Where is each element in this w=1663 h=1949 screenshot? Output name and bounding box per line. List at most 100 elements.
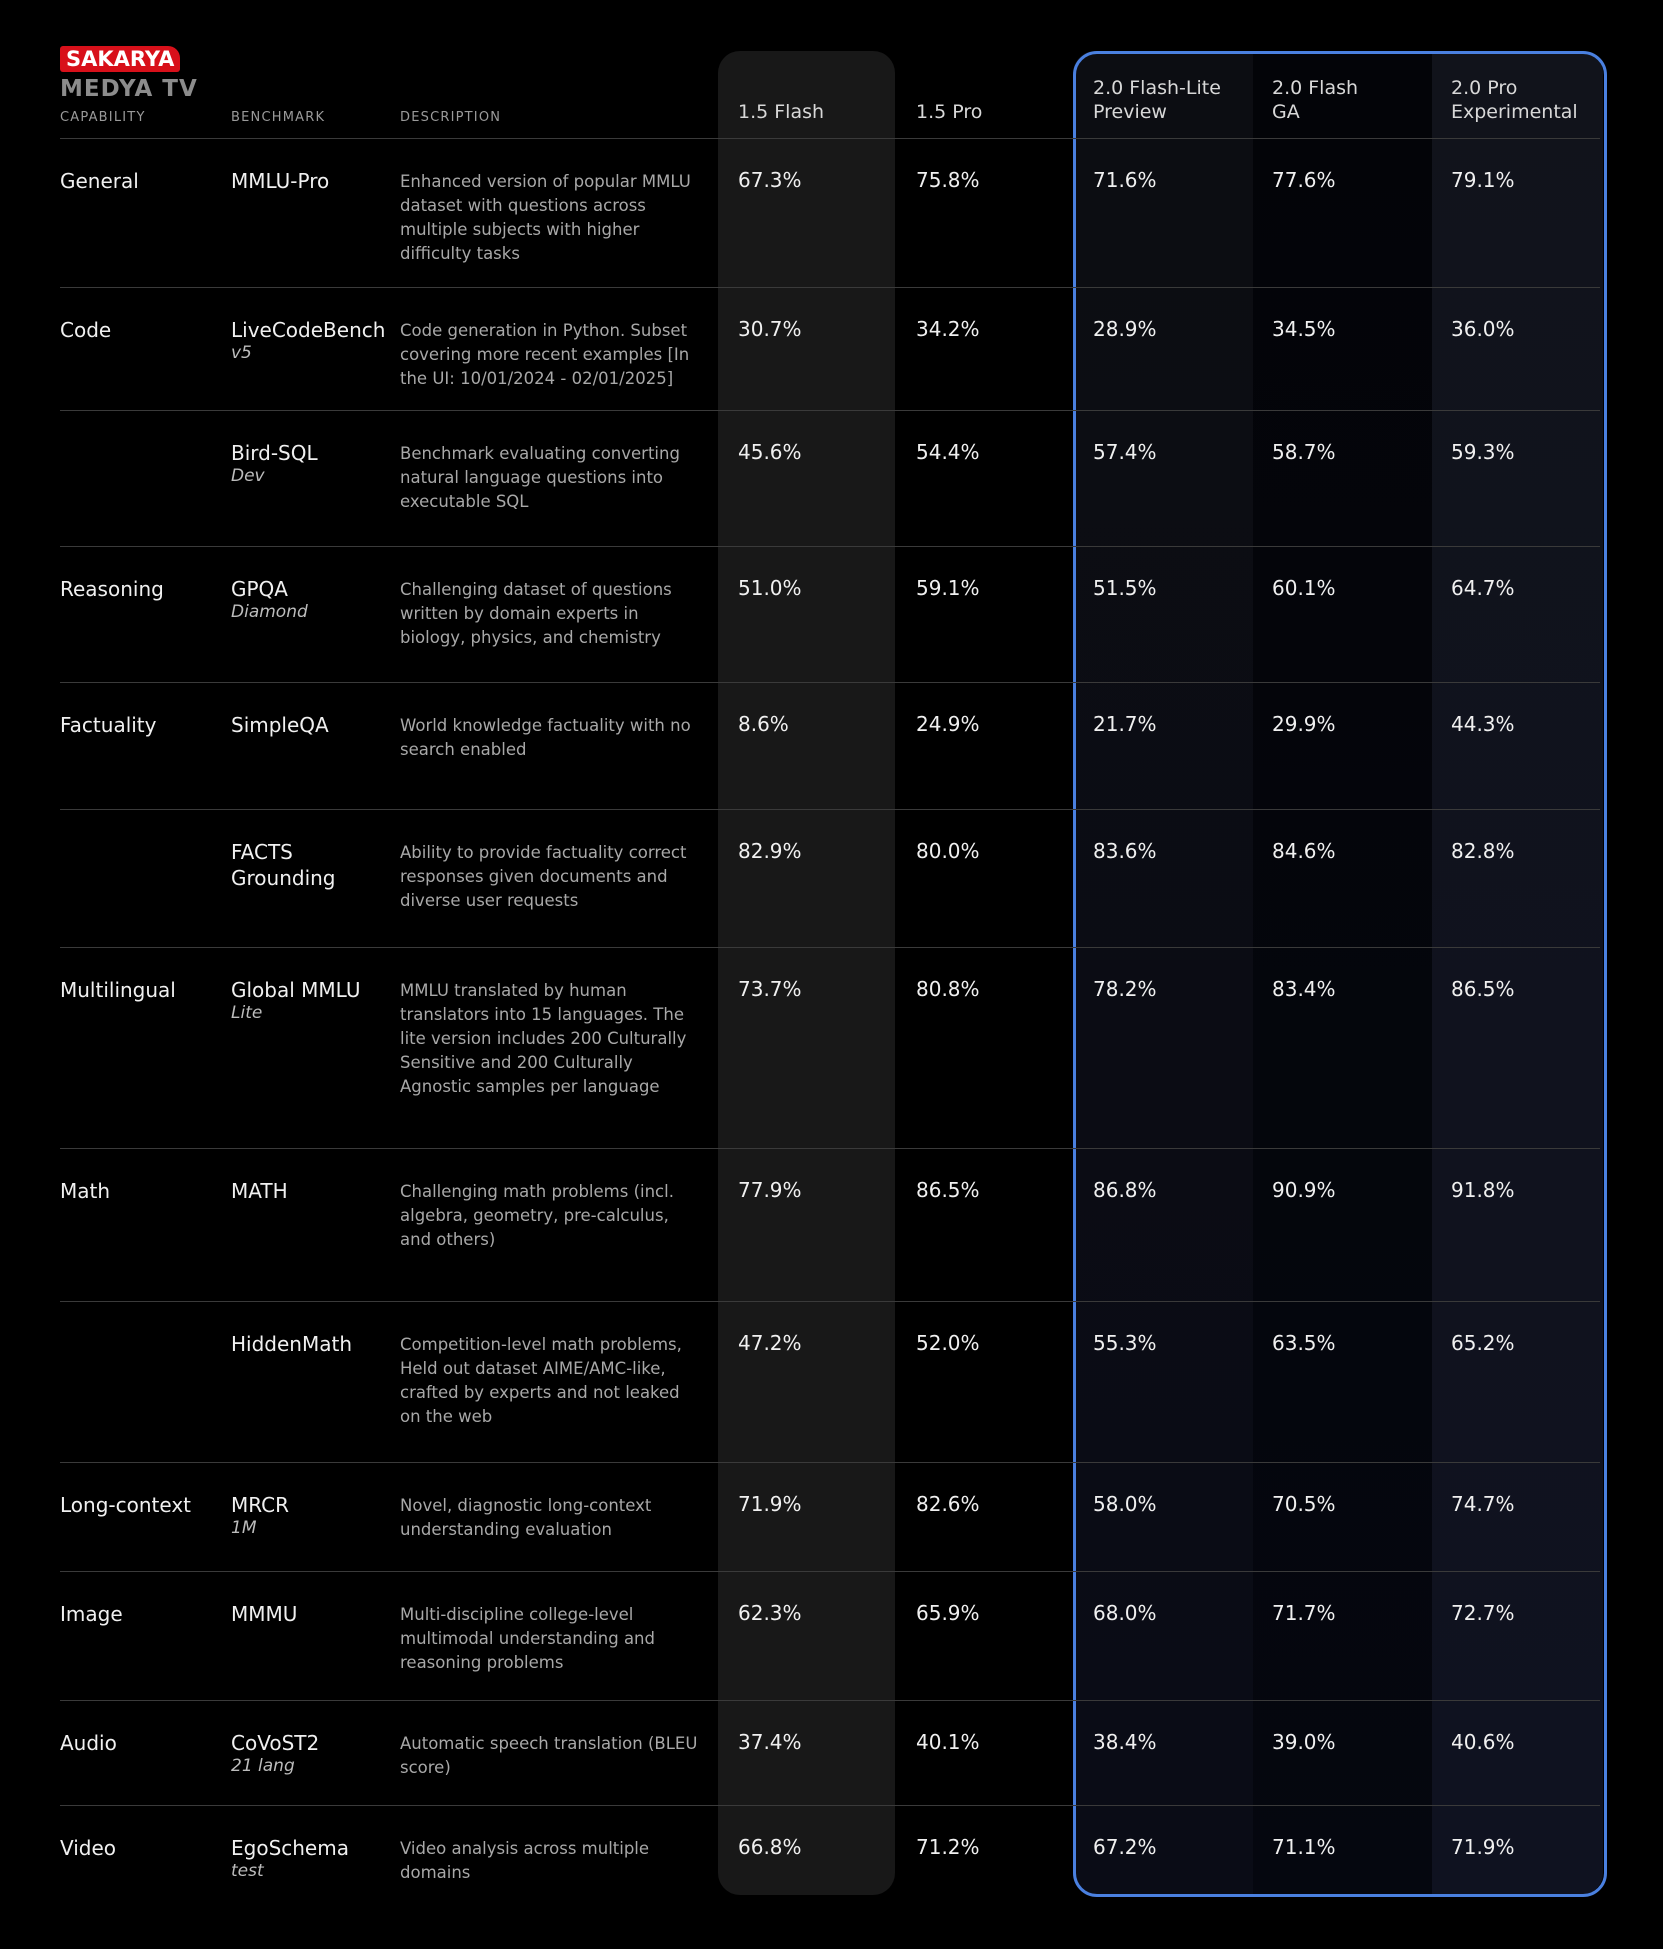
row-divider: [60, 682, 1600, 683]
capability: Multilingual: [60, 978, 176, 1002]
score: 74.7%: [1451, 1492, 1515, 1516]
score: 71.7%: [1272, 1601, 1336, 1625]
score: 73.7%: [738, 977, 802, 1001]
score: 71.2%: [916, 1835, 980, 1859]
benchmark: GPQA: [231, 577, 288, 601]
score: 24.9%: [916, 712, 980, 736]
row-divider: [60, 1571, 1600, 1572]
benchmark: MMLU-Pro: [231, 169, 330, 193]
column-header: BENCHMARK: [231, 110, 326, 125]
score: 8.6%: [738, 712, 789, 736]
benchmark-variant: 21 lang: [231, 1756, 295, 1776]
score: 51.5%: [1093, 576, 1157, 600]
row-divider: [60, 947, 1600, 948]
benchmark: HiddenMath: [231, 1332, 352, 1356]
score: 80.8%: [916, 977, 980, 1001]
capability: General: [60, 169, 139, 193]
row-divider: [60, 546, 1600, 547]
score: 67.2%: [1093, 1835, 1157, 1859]
score: 71.6%: [1093, 168, 1157, 192]
description: Benchmark evaluating converting natural …: [400, 444, 680, 511]
capability: Math: [60, 1179, 111, 1203]
score: 72.7%: [1451, 1601, 1515, 1625]
row-divider: [60, 1462, 1600, 1463]
capability: Reasoning: [60, 577, 164, 601]
score: 52.0%: [916, 1331, 980, 1355]
column-panel: [1253, 51, 1432, 1895]
description: Challenging math problems (incl. algebra…: [400, 1182, 674, 1249]
score: 64.7%: [1451, 576, 1515, 600]
score: 37.4%: [738, 1730, 802, 1754]
description: Novel, diagnostic long-context understan…: [400, 1496, 652, 1539]
benchmark: MMMU: [231, 1602, 298, 1626]
row-divider: [60, 1805, 1600, 1806]
score: 44.3%: [1451, 712, 1515, 736]
score: 86.5%: [916, 1178, 980, 1202]
description: Multi-discipline college-level multimoda…: [400, 1605, 655, 1672]
score: 71.9%: [1451, 1835, 1515, 1859]
score: 29.9%: [1272, 712, 1336, 736]
score: 63.5%: [1272, 1331, 1336, 1355]
score: 59.1%: [916, 576, 980, 600]
score: 40.1%: [916, 1730, 980, 1754]
score: 58.7%: [1272, 440, 1336, 464]
score: 36.0%: [1451, 317, 1515, 341]
score: 34.2%: [916, 317, 980, 341]
description: Video analysis across multiple domains: [400, 1839, 650, 1882]
score: 45.6%: [738, 440, 802, 464]
score: 86.8%: [1093, 1178, 1157, 1202]
score: 59.3%: [1451, 440, 1515, 464]
score: 28.9%: [1093, 317, 1157, 341]
score: 65.9%: [916, 1601, 980, 1625]
score: 71.9%: [738, 1492, 802, 1516]
column-header: 1.5 Flash: [738, 101, 825, 123]
row-divider: [60, 287, 1600, 288]
score: 91.8%: [1451, 1178, 1515, 1202]
benchmark: MRCR: [231, 1493, 290, 1517]
benchmark: Global MMLU: [231, 978, 361, 1002]
description: World knowledge factuality with no searc…: [400, 716, 691, 759]
score: 68.0%: [1093, 1601, 1157, 1625]
description: Ability to provide factuality correct re…: [400, 843, 687, 910]
score: 79.1%: [1451, 168, 1515, 192]
benchmark: FACTS Grounding: [231, 840, 336, 890]
score: 71.1%: [1272, 1835, 1336, 1859]
score: 83.4%: [1272, 977, 1336, 1001]
score: 55.3%: [1093, 1331, 1157, 1355]
benchmark: EgoSchema: [231, 1836, 349, 1860]
column-panel: [1073, 51, 1253, 1895]
score: 34.5%: [1272, 317, 1336, 341]
score: 75.8%: [916, 168, 980, 192]
row-divider: [60, 410, 1600, 411]
description: MMLU translated by human translators int…: [400, 981, 687, 1096]
capability: Audio: [60, 1731, 117, 1755]
score: 66.8%: [738, 1835, 802, 1859]
score: 54.4%: [916, 440, 980, 464]
score: 40.6%: [1451, 1730, 1515, 1754]
benchmark: MATH: [231, 1179, 288, 1203]
row-divider: [60, 1301, 1600, 1302]
score: 77.6%: [1272, 168, 1336, 192]
benchmark: CoVoST2: [231, 1731, 320, 1755]
score: 83.6%: [1093, 839, 1157, 863]
benchmark: Bird-SQL: [231, 441, 318, 465]
benchmark: LiveCodeBench: [231, 318, 386, 342]
score: 39.0%: [1272, 1730, 1336, 1754]
description: Challenging dataset of questions written…: [400, 580, 672, 647]
score: 70.5%: [1272, 1492, 1336, 1516]
score: 60.1%: [1272, 576, 1336, 600]
score: 84.6%: [1272, 839, 1336, 863]
score: 65.2%: [1451, 1331, 1515, 1355]
benchmark: SimpleQA: [231, 713, 329, 737]
score: 82.9%: [738, 839, 802, 863]
score: 21.7%: [1093, 712, 1157, 736]
score: 78.2%: [1093, 977, 1157, 1001]
benchmark-variant: Lite: [231, 1003, 263, 1023]
capability: Image: [60, 1602, 123, 1626]
score: 90.9%: [1272, 1178, 1336, 1202]
capability: Long-context: [60, 1493, 191, 1517]
score: 80.0%: [916, 839, 980, 863]
column-header: CAPABILITY: [60, 110, 146, 125]
capability: Code: [60, 318, 112, 342]
score: 77.9%: [738, 1178, 802, 1202]
